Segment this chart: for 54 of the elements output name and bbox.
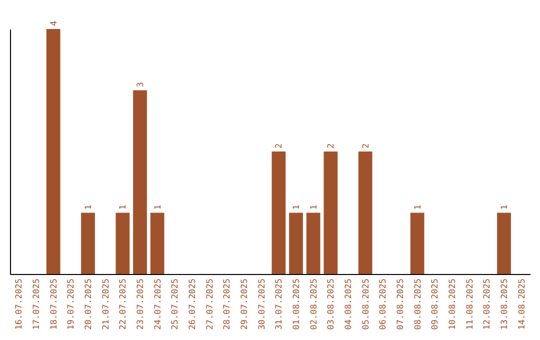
- x-tick-label: 31.07.2025: [274, 278, 285, 330]
- bar: [116, 212, 130, 274]
- x-tick-label: 19.07.2025: [66, 278, 77, 330]
- x-tick-label: 07.08.2025: [396, 278, 406, 330]
- bar: [324, 152, 338, 274]
- bar: [497, 212, 511, 274]
- data-label: 2: [326, 143, 337, 148]
- bar: [272, 152, 286, 274]
- x-tick-label: 13.08.2025: [500, 278, 510, 330]
- x-tick-label: 14.08.2025: [517, 278, 528, 330]
- bar: [410, 212, 424, 274]
- x-tick-label: 20.07.2025: [84, 278, 94, 330]
- x-tick-label: 25.07.2025: [170, 278, 181, 330]
- x-tick-label: 02.08.2025: [309, 278, 320, 330]
- x-tick-label: 10.08.2025: [448, 278, 458, 330]
- bar: [289, 212, 303, 274]
- x-tick-label: 09.08.2025: [430, 278, 441, 330]
- data-label: 1: [153, 204, 164, 210]
- x-tick-label: 11.08.2025: [465, 278, 476, 330]
- x-tick-label: 27.07.2025: [205, 278, 216, 330]
- bar: [150, 212, 164, 274]
- data-label: 1: [500, 204, 510, 210]
- x-tick-label: 05.08.2025: [361, 278, 372, 330]
- data-label: 3: [136, 82, 146, 88]
- x-tick-label: 16.07.2025: [14, 278, 25, 330]
- bar: [46, 29, 60, 274]
- bar: [306, 212, 320, 274]
- x-tick-label: 01.08.2025: [292, 278, 302, 330]
- data-label: 1: [309, 204, 320, 210]
- x-tick-label: 24.07.2025: [153, 278, 164, 330]
- x-tick-label: 12.08.2025: [482, 278, 493, 330]
- x-tick-label: 23.07.2025: [136, 278, 146, 330]
- x-tick-label: 17.07.2025: [32, 278, 42, 330]
- data-label: 1: [292, 204, 302, 210]
- data-label: 1: [118, 204, 129, 210]
- bar: [358, 152, 372, 274]
- bar: [81, 212, 95, 274]
- x-tick-label: 08.08.2025: [413, 278, 424, 330]
- x-tick-label: 21.07.2025: [101, 278, 112, 330]
- x-tick-label: 22.07.2025: [118, 278, 129, 330]
- x-tick-label: 26.07.2025: [188, 278, 198, 330]
- data-label: 1: [413, 204, 424, 210]
- x-tick-label: 06.08.2025: [378, 278, 389, 330]
- x-tick-label: 18.07.2025: [49, 278, 60, 330]
- data-label: 2: [274, 143, 285, 148]
- x-tick-label: 30.07.2025: [257, 278, 268, 330]
- bar: [133, 90, 147, 274]
- x-tick-label: 04.08.2025: [344, 278, 354, 330]
- data-label: 4: [49, 20, 60, 26]
- x-tick-label: 28.07.2025: [222, 278, 233, 330]
- x-tick-label: 29.07.2025: [240, 278, 250, 330]
- data-label: 2: [361, 143, 372, 148]
- x-tick-label: 03.08.2025: [326, 278, 337, 330]
- data-label: 1: [84, 204, 94, 210]
